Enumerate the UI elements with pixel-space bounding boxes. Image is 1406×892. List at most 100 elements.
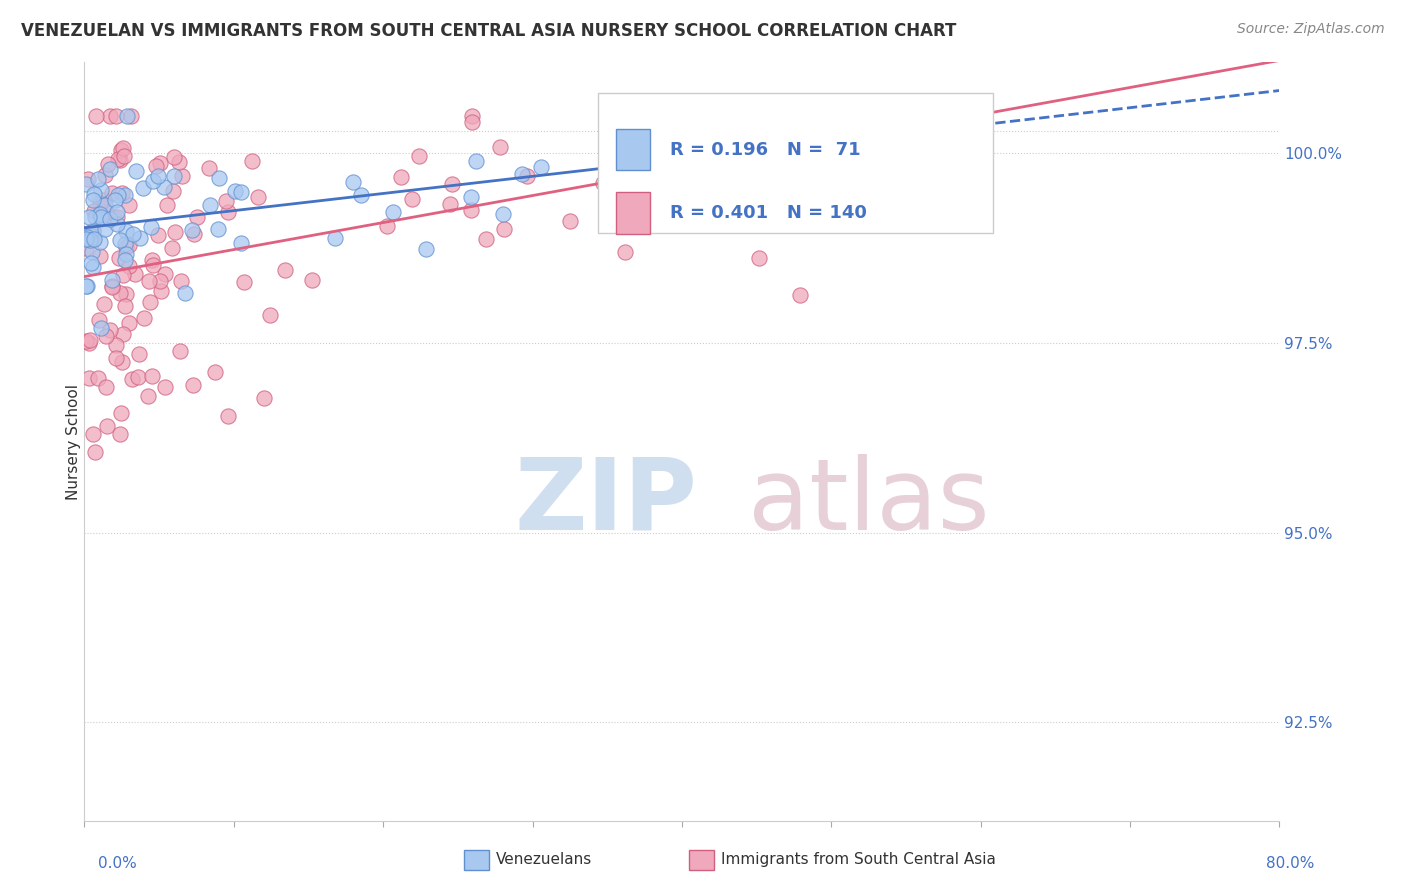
Point [801, 109, 824, 123]
Point [108, 233, 131, 247]
Point [134, 311, 156, 326]
Point [82, 224, 104, 238]
Point [672, 109, 695, 123]
Point [80, 229, 103, 244]
Text: VENEZUELAN VS IMMIGRANTS FROM SOUTH CENTRAL ASIA NURSERY SCHOOL CORRELATION CHAR: VENEZUELAN VS IMMIGRANTS FROM SOUTH CENT… [21, 22, 956, 40]
Point [77, 210, 100, 224]
Point [797, 167, 820, 181]
Point [112, 327, 135, 342]
Point [110, 153, 132, 168]
Point [441, 177, 464, 191]
Point [97, 157, 120, 171]
Point [820, 156, 842, 170]
Point [75, 232, 97, 246]
Point [87, 172, 110, 186]
Point [93, 193, 115, 207]
Point [105, 109, 128, 123]
FancyBboxPatch shape [616, 193, 650, 235]
Point [401, 192, 423, 206]
Point [112, 148, 135, 162]
Point [515, 169, 537, 183]
Point [89, 249, 111, 263]
FancyBboxPatch shape [599, 93, 993, 233]
Text: atlas: atlas [748, 454, 990, 550]
Point [91, 198, 114, 212]
Y-axis label: Nursery School: Nursery School [66, 384, 80, 500]
Point [183, 227, 205, 242]
Point [83, 204, 105, 219]
Point [100, 272, 122, 286]
Point [77, 227, 100, 241]
Point [229, 185, 252, 199]
Point [460, 114, 482, 128]
Point [181, 222, 204, 236]
Point [108, 251, 131, 265]
Point [100, 109, 122, 123]
Point [389, 169, 412, 184]
Point [111, 354, 134, 368]
Point [160, 241, 183, 255]
Point [558, 213, 581, 227]
Point [94, 222, 117, 236]
Point [138, 389, 160, 403]
Point [342, 175, 364, 189]
Point [156, 198, 179, 212]
Point [118, 260, 141, 274]
Point [162, 184, 184, 198]
Point [231, 236, 253, 251]
Point [111, 141, 134, 155]
Point [115, 109, 138, 123]
Text: ZIP: ZIP [515, 454, 697, 550]
Point [181, 377, 204, 392]
Point [141, 368, 163, 383]
Point [117, 198, 139, 212]
Point [592, 176, 614, 190]
Point [814, 125, 837, 139]
Point [122, 227, 145, 241]
Point [98, 162, 121, 177]
Point [510, 167, 533, 181]
Point [621, 162, 644, 177]
Point [603, 162, 626, 177]
Point [748, 251, 770, 265]
Point [273, 263, 295, 277]
Point [806, 116, 828, 130]
Point [655, 109, 678, 123]
Point [614, 244, 637, 259]
Point [75, 334, 97, 348]
Point [217, 205, 239, 219]
Point [87, 370, 110, 384]
Point [96, 380, 118, 394]
Point [793, 156, 815, 170]
Point [169, 344, 191, 359]
Point [120, 109, 142, 123]
Point [149, 274, 172, 288]
Point [84, 109, 107, 123]
Point [492, 222, 515, 236]
Point [89, 207, 111, 221]
Point [651, 155, 673, 169]
Point [769, 109, 792, 123]
Point [75, 241, 97, 255]
Point [848, 109, 870, 123]
Point [848, 109, 870, 123]
Point [207, 221, 229, 235]
Point [96, 204, 118, 219]
Point [141, 220, 163, 235]
Point [114, 188, 136, 202]
Point [96, 418, 118, 433]
Point [75, 178, 97, 192]
Point [105, 210, 128, 224]
Point [82, 224, 104, 238]
Point [246, 190, 269, 204]
Point [80, 256, 103, 270]
Point [98, 323, 121, 337]
Point [83, 186, 105, 201]
Point [87, 313, 110, 327]
Point [252, 391, 274, 405]
Point [128, 347, 150, 361]
Point [114, 252, 136, 267]
Point [233, 275, 256, 289]
Point [198, 161, 221, 175]
Point [128, 231, 150, 245]
